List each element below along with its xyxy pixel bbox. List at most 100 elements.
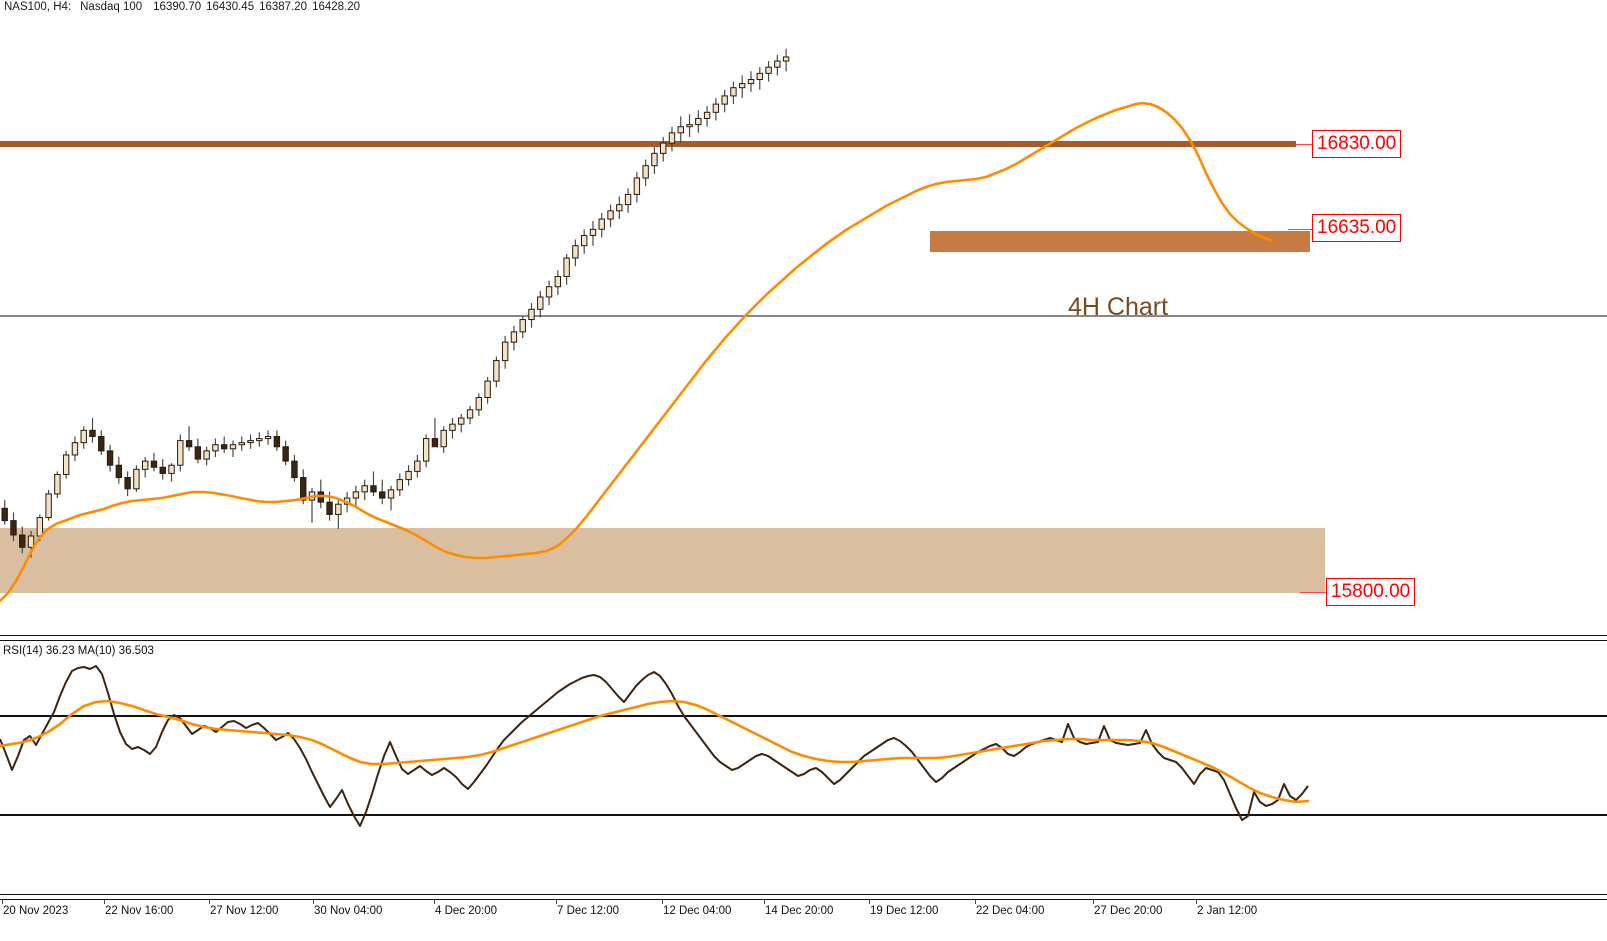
price-label-16830[interactable]: 16830.00	[1312, 130, 1402, 158]
candle-bullish	[510, 331, 518, 343]
time-tick-mark	[209, 899, 210, 904]
candle-bullish	[414, 460, 421, 472]
candle-bullish	[616, 204, 623, 212]
candle-bearish	[150, 460, 158, 468]
price-label-16635[interactable]: 16635.00	[1312, 214, 1402, 242]
candle-bullish	[449, 423, 456, 431]
candle-bearish	[221, 444, 228, 450]
rsi-ma-line	[0, 699, 1310, 804]
time-tick-mark	[764, 899, 765, 904]
time-tick-mark	[869, 899, 870, 904]
candle-bearish	[194, 446, 202, 460]
candle-bearish	[379, 491, 386, 499]
panel-divider-bottom	[0, 894, 1607, 895]
time-tick-label: 27 Dec 20:00	[1094, 905, 1163, 917]
time-tick-label: 22 Dec 04:00	[976, 905, 1045, 917]
candle-bullish	[229, 444, 237, 450]
candle-bullish	[62, 454, 70, 475]
candle-bullish	[589, 228, 597, 236]
candle-bullish	[712, 103, 720, 113]
time-tick-label: 19 Dec 12:00	[870, 905, 939, 917]
candle-bullish	[71, 442, 79, 456]
candle-bullish	[580, 234, 588, 247]
candle-bullish	[730, 87, 737, 97]
candle-bearish	[106, 450, 114, 466]
time-tick-label: 27 Nov 12:00	[210, 905, 279, 917]
panel-divider-top-2	[0, 640, 1607, 641]
candle-bullish	[519, 319, 526, 333]
rsi-line	[0, 665, 1309, 827]
candle-bullish	[686, 124, 693, 128]
time-tick-label: 2 Jan 12:00	[1197, 905, 1258, 917]
price-label-15800[interactable]: 15800.00	[1326, 578, 1416, 606]
candle-bullish	[598, 218, 605, 230]
time-axis[interactable]: 20 Nov 2023 22 Nov 16:00 27 Nov 12:00 30 No…	[0, 899, 1607, 941]
leader-line-15800	[1300, 592, 1326, 593]
candle-bullish	[660, 142, 667, 154]
moving-average-line	[0, 101, 1272, 603]
candle-bearish	[159, 466, 166, 474]
candle-bullish	[133, 468, 140, 490]
candle-bearish	[10, 520, 17, 536]
candle-bullish	[466, 409, 474, 419]
candle-bullish	[264, 436, 272, 440]
candlestick-series	[1, 48, 790, 558]
time-tick-mark	[1196, 899, 1197, 904]
ohlc-close: 16428.20	[312, 1, 361, 13]
candle-bullish	[27, 535, 35, 548]
candle-bullish	[475, 397, 483, 411]
price-chart-panel[interactable]: 4H Chart	[0, 15, 1607, 635]
leader-line-16635	[1288, 229, 1312, 230]
candle-bullish	[528, 308, 535, 321]
leader-line-16830	[1296, 144, 1312, 145]
time-tick-label: 22 Nov 16:00	[105, 905, 174, 917]
candle-bearish	[370, 485, 377, 493]
candle-bullish	[642, 165, 649, 179]
candle-bullish	[387, 489, 395, 499]
time-tick-mark	[434, 899, 435, 904]
time-tick-label: 7 Dec 12:00	[557, 905, 620, 917]
candle-bearish	[115, 464, 123, 479]
candle-bullish	[572, 245, 579, 259]
candle-bullish	[554, 275, 562, 288]
candle-bullish	[335, 503, 342, 515]
candle-bullish	[668, 132, 676, 144]
candle-bullish	[458, 417, 465, 425]
candle-bullish	[633, 177, 641, 195]
candle-bullish	[141, 460, 149, 470]
time-tick-label: 30 Nov 04:00	[314, 905, 383, 917]
candle-bullish	[352, 491, 360, 499]
ohlc-open: 16390.70	[153, 1, 202, 13]
candle-bearish	[98, 436, 105, 452]
candle-bullish	[238, 442, 245, 446]
candle-bullish	[501, 341, 509, 362]
ohlc-low: 16387.20	[259, 1, 308, 13]
panel-divider-bottom-2	[0, 899, 1607, 900]
candle-bullish	[756, 72, 763, 80]
candle-bullish	[493, 360, 500, 382]
time-tick-label: 20 Nov 2023	[3, 905, 69, 917]
candle-bearish	[1, 507, 8, 522]
candle-bullish	[45, 493, 52, 519]
candle-bullish	[774, 60, 781, 68]
candle-bullish	[747, 79, 755, 85]
candle-bullish	[405, 470, 412, 481]
resistance-level-line	[0, 141, 1296, 147]
candle-bearish	[282, 446, 289, 462]
rsi-chart-svg	[0, 665, 1607, 827]
candle-bullish	[396, 479, 404, 491]
rsi-chart-panel[interactable]	[0, 644, 1607, 895]
candle-bullish	[422, 438, 430, 462]
time-tick-label: 14 Dec 20:00	[765, 905, 834, 917]
chart-annotation-4h: 4H Chart	[1068, 293, 1169, 321]
quote-header: NAS100, H4: Nasdaq 100 16390.70 16430.45 163…	[0, 0, 1607, 15]
candle-bullish	[721, 95, 728, 105]
candle-bullish	[247, 440, 254, 444]
time-tick-mark	[975, 899, 976, 904]
candle-bullish	[256, 438, 263, 442]
candle-bullish	[537, 296, 544, 310]
candle-bullish	[624, 193, 632, 206]
candle-bullish	[36, 517, 44, 537]
symbol-timeframe: NAS100, H4:	[4, 1, 72, 13]
